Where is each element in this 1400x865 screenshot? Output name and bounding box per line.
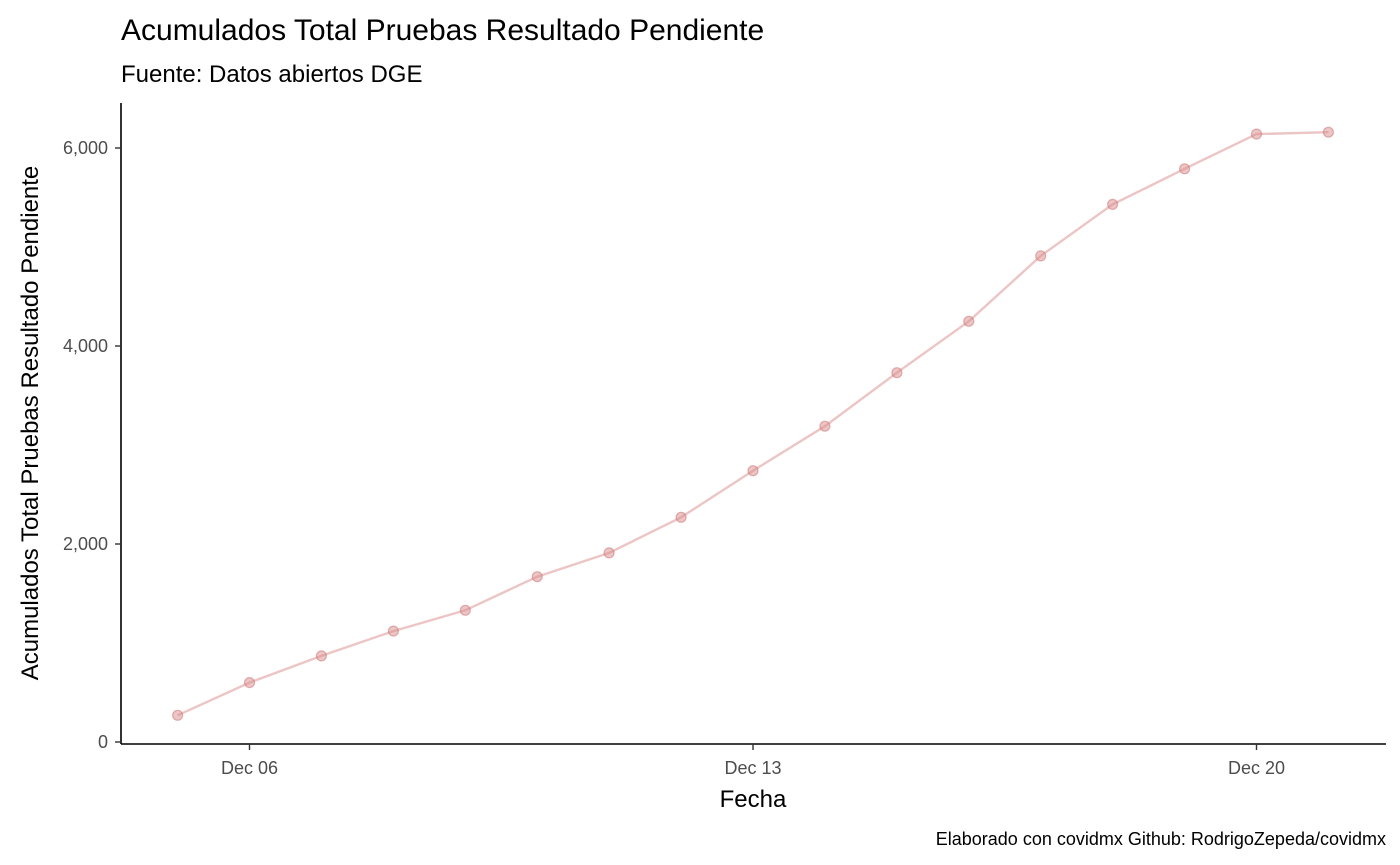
data-point [172, 709, 184, 721]
data-point [1322, 126, 1335, 138]
data-point [387, 625, 399, 637]
data-point [243, 676, 256, 689]
series-line [177, 131, 1329, 717]
data-point [1178, 163, 1191, 175]
y-tick-label: 4,000 [63, 336, 108, 356]
x-axis-ticks: Dec 06 Dec 13 Dec 20 [221, 744, 1285, 778]
y-tick-label: 2,000 [63, 534, 108, 554]
y-tick-label: 6,000 [63, 138, 108, 158]
data-point [315, 650, 327, 662]
chart-title: Acumulados Total Pruebas Resultado Pendi… [121, 14, 764, 47]
chart-caption: Elaborado con covidmx Github: RodrigoZep… [936, 829, 1386, 849]
y-axis-ticks: 0 2,000 4,000 6,000 [63, 138, 121, 752]
data-point [531, 571, 543, 583]
data-point [819, 420, 831, 432]
x-tick-label: Dec 06 [221, 758, 278, 778]
data-point [891, 367, 903, 379]
chart-subtitle: Fuente: Datos abiertos DGE [121, 61, 422, 88]
data-point [1106, 198, 1119, 210]
plot-area [172, 126, 1335, 721]
y-tick-label: 0 [98, 732, 108, 752]
data-point [747, 465, 759, 477]
data-point [603, 547, 615, 559]
data-point [1035, 250, 1047, 262]
data-point [963, 315, 975, 327]
data-point [459, 604, 471, 616]
y-axis-title: Acumulados Total Pruebas Resultado Pendi… [17, 166, 44, 681]
x-axis-title: Fecha [720, 786, 787, 813]
data-point [675, 511, 687, 523]
x-tick-label: Dec 20 [1228, 758, 1285, 778]
data-point [1250, 128, 1263, 140]
x-tick-label: Dec 13 [724, 758, 781, 778]
